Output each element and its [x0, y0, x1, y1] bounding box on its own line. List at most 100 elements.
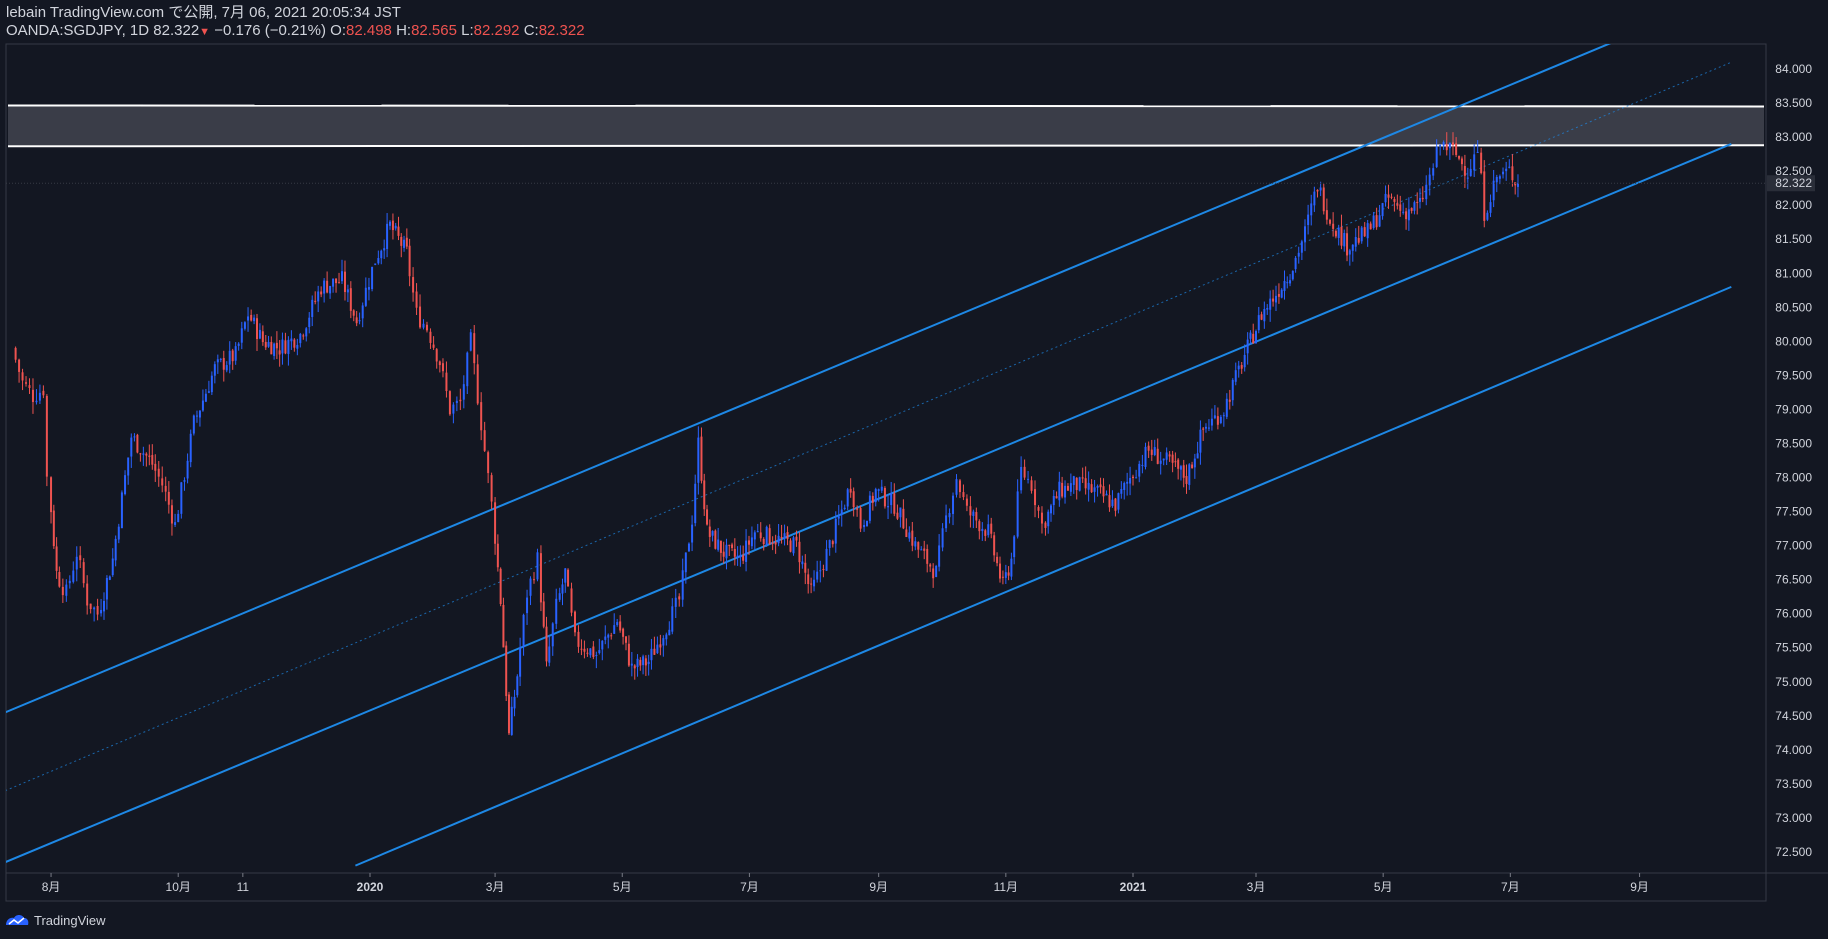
candle-body — [323, 280, 326, 294]
channel-line-upper[interactable] — [5, 15, 1679, 714]
high-label: H: — [396, 22, 412, 39]
candle-body — [1108, 495, 1111, 508]
candle-body — [630, 663, 633, 666]
candle-body — [111, 558, 114, 576]
price-tick-label: 80.000 — [1775, 334, 1812, 348]
candle-body — [604, 636, 607, 640]
candle-body — [972, 511, 975, 517]
resistance-zone[interactable] — [7, 104, 1765, 148]
candle-body — [1439, 145, 1442, 147]
candle-body — [1332, 223, 1335, 229]
tradingview-logo-icon — [6, 915, 29, 925]
candle-body — [1114, 498, 1117, 511]
candle-body — [905, 529, 908, 538]
zone-lower-line[interactable] — [7, 144, 1765, 148]
candle-body — [222, 358, 225, 370]
candle-body — [706, 509, 709, 525]
candle-body — [765, 526, 768, 545]
candle-body — [1375, 215, 1378, 228]
candle-body — [45, 395, 48, 477]
candle-body — [287, 339, 290, 354]
candle-body — [984, 530, 987, 536]
candle-body — [441, 363, 444, 372]
candle-body — [1319, 187, 1322, 191]
candle-body — [1280, 289, 1283, 298]
candle-body — [1013, 536, 1016, 558]
candle-body — [674, 597, 677, 607]
candle-body — [1329, 219, 1332, 224]
candle-body — [1004, 572, 1007, 578]
candle-body — [473, 333, 476, 364]
candle-body — [108, 576, 111, 580]
candle-body — [920, 549, 923, 551]
candle-body — [213, 364, 216, 376]
candle-body — [216, 359, 219, 363]
candle-body — [462, 384, 465, 400]
candle-body — [852, 491, 855, 508]
candle-body — [1179, 466, 1182, 470]
candle-body — [55, 546, 58, 571]
time-axis[interactable]: 8月 10月 11 2020 3月 5月 7月 9月 11月 2021 3月 5月 7月 9月 — [42, 873, 1649, 894]
candle-body — [1402, 211, 1405, 213]
candle-body — [1428, 174, 1431, 186]
candle-body — [570, 588, 573, 613]
channel-line-lower[interactable] — [355, 285, 1732, 867]
price-tick-label: 75.500 — [1775, 641, 1812, 655]
candle-body — [391, 220, 394, 231]
candle-body — [136, 434, 139, 453]
candle-body — [798, 541, 801, 563]
candle-body — [281, 339, 284, 354]
candle-body — [225, 365, 228, 371]
candle-body — [1413, 202, 1416, 211]
candle-body — [555, 598, 558, 624]
price-tick-label: 83.500 — [1775, 96, 1812, 110]
candle-body — [1010, 558, 1013, 577]
candle-body — [843, 507, 846, 509]
zone-upper-line[interactable] — [7, 104, 1765, 108]
candle-body — [243, 322, 246, 329]
regression-channel[interactable] — [5, 15, 1732, 867]
candle-body — [1266, 308, 1269, 310]
candle-body — [1040, 512, 1043, 524]
candle-body — [539, 553, 542, 603]
candle-body — [1225, 398, 1228, 417]
candle-body — [762, 538, 765, 545]
candle-body — [405, 237, 408, 247]
channel-line-middle[interactable] — [5, 142, 1732, 863]
footer-branding[interactable]: TradingView — [4, 910, 106, 930]
candle-body — [1174, 461, 1177, 463]
candle-body — [1492, 180, 1495, 201]
price-axis[interactable]: 84.000 83.500 83.000 82.500 82.000 81.500 81.0… — [1775, 62, 1812, 859]
candle-body — [186, 460, 189, 479]
candle-body — [856, 508, 859, 510]
candle-body — [419, 306, 422, 328]
candle-body — [801, 561, 804, 565]
candle-body — [1480, 152, 1483, 174]
candle-body — [990, 523, 993, 534]
candle-body — [89, 603, 92, 610]
candle-body — [1448, 142, 1451, 149]
candle-body — [981, 528, 984, 532]
candle-body — [466, 352, 469, 387]
last-price: 82.322 — [153, 22, 200, 39]
candle-body — [975, 512, 978, 521]
candle-body — [326, 280, 329, 293]
candle-body — [377, 258, 380, 264]
candle-body — [1141, 465, 1144, 467]
candle-body — [164, 485, 167, 492]
candle-body — [783, 533, 786, 539]
candle-body — [1495, 177, 1498, 183]
last-price-marker: 82.322 — [6, 175, 1815, 192]
candle-body — [82, 562, 85, 584]
candle-body — [100, 609, 103, 614]
candle-body — [742, 555, 745, 561]
candle-body — [923, 548, 926, 551]
candle-body — [622, 628, 625, 637]
candle-body — [237, 343, 240, 346]
candle-body — [338, 282, 341, 284]
channel-line-median-dotted[interactable] — [5, 61, 1732, 791]
candle-body — [731, 544, 734, 549]
candle-body — [455, 400, 458, 404]
candle-body — [708, 526, 711, 537]
